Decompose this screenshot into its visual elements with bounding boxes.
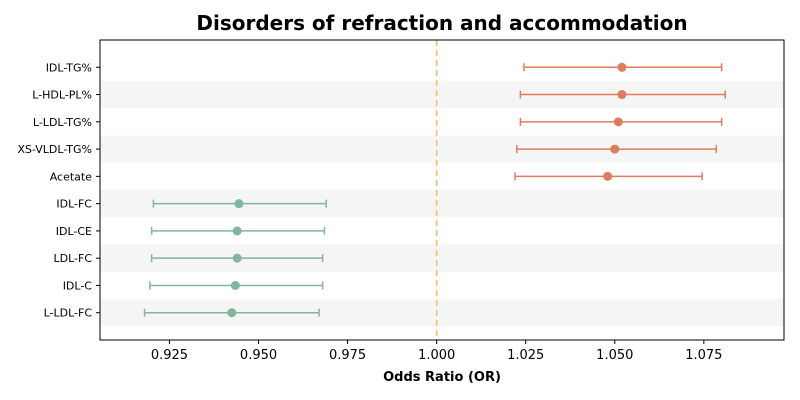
or-point	[610, 144, 620, 154]
x-tick-label: 0.950	[240, 348, 277, 363]
y-tick-label: IDL-TG%	[46, 61, 92, 74]
y-tick-label: IDL-FC	[56, 198, 92, 211]
y-tick-label: IDL-CE	[56, 225, 92, 238]
or-point	[617, 62, 627, 72]
x-tick-label: 0.975	[329, 348, 366, 363]
y-tick-label: Acetate	[50, 170, 93, 183]
or-point	[230, 280, 240, 290]
data-rows	[143, 62, 726, 318]
y-tick-label: L-HDL-PL%	[32, 89, 92, 102]
or-point	[232, 253, 242, 263]
x-tick-label: 1.050	[596, 348, 633, 363]
or-point	[617, 90, 627, 100]
x-axis: 0.925 0.950 0.975 1.000 1.025 1.050 1.075	[151, 340, 722, 363]
y-tick-label: L-LDL-TG%	[33, 116, 92, 129]
y-tick-label: LDL-FC	[53, 252, 92, 265]
x-tick-label: 1.000	[418, 348, 455, 363]
or-point	[234, 199, 244, 209]
or-point	[603, 171, 613, 181]
or-point	[232, 226, 242, 236]
y-tick-label: XS-VLDL-TG%	[17, 143, 92, 156]
x-tick-label: 1.075	[685, 348, 722, 363]
or-point	[227, 308, 237, 318]
y-tick-label: L-LDL-FC	[44, 307, 93, 320]
x-axis-label: Odds Ratio (OR)	[383, 370, 501, 385]
chart-title: Disorders of refraction and accommodatio…	[196, 11, 687, 35]
y-axis: IDL-TG% L-HDL-PL% L-LDL-TG% XS-VLDL-TG% Acet…	[17, 61, 100, 320]
y-tick-label: IDL-C	[63, 279, 93, 292]
x-tick-label: 1.025	[507, 348, 544, 363]
or-point	[613, 117, 623, 127]
plot-frame	[99, 39, 785, 341]
x-tick-label: 0.925	[151, 348, 188, 363]
